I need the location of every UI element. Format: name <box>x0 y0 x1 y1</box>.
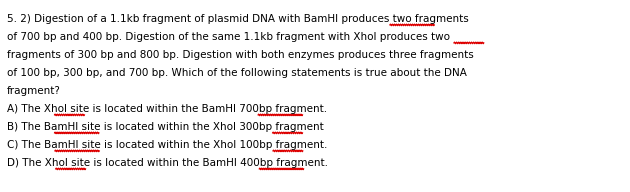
Text: of 700 bp and 400 bp. Digestion of the same 1.1kb fragment with Xhol produces tw: of 700 bp and 400 bp. Digestion of the s… <box>7 32 450 42</box>
Text: fragment?: fragment? <box>7 86 61 96</box>
Text: A) The Xhol site is located within the BamHI 700bp fragment.: A) The Xhol site is located within the B… <box>7 104 327 114</box>
Text: of 100 bp, 300 bp, and 700 bp. Which of the following statements is true about t: of 100 bp, 300 bp, and 700 bp. Which of … <box>7 68 467 78</box>
Text: D) The Xhol site is located within the BamHI 400bp fragment.: D) The Xhol site is located within the B… <box>7 158 328 168</box>
Text: fragments of 300 bp and 800 bp. Digestion with both enzymes produces three fragm: fragments of 300 bp and 800 bp. Digestio… <box>7 50 474 60</box>
Text: B) The BamHI site is located within the Xhol 300bp fragment: B) The BamHI site is located within the … <box>7 122 324 132</box>
Text: 5. 2) Digestion of a 1.1kb fragment of plasmid DNA with BamHI produces two fragm: 5. 2) Digestion of a 1.1kb fragment of p… <box>7 14 469 24</box>
Text: C) The BamHI site is located within the Xhol 100bp fragment.: C) The BamHI site is located within the … <box>7 140 328 150</box>
